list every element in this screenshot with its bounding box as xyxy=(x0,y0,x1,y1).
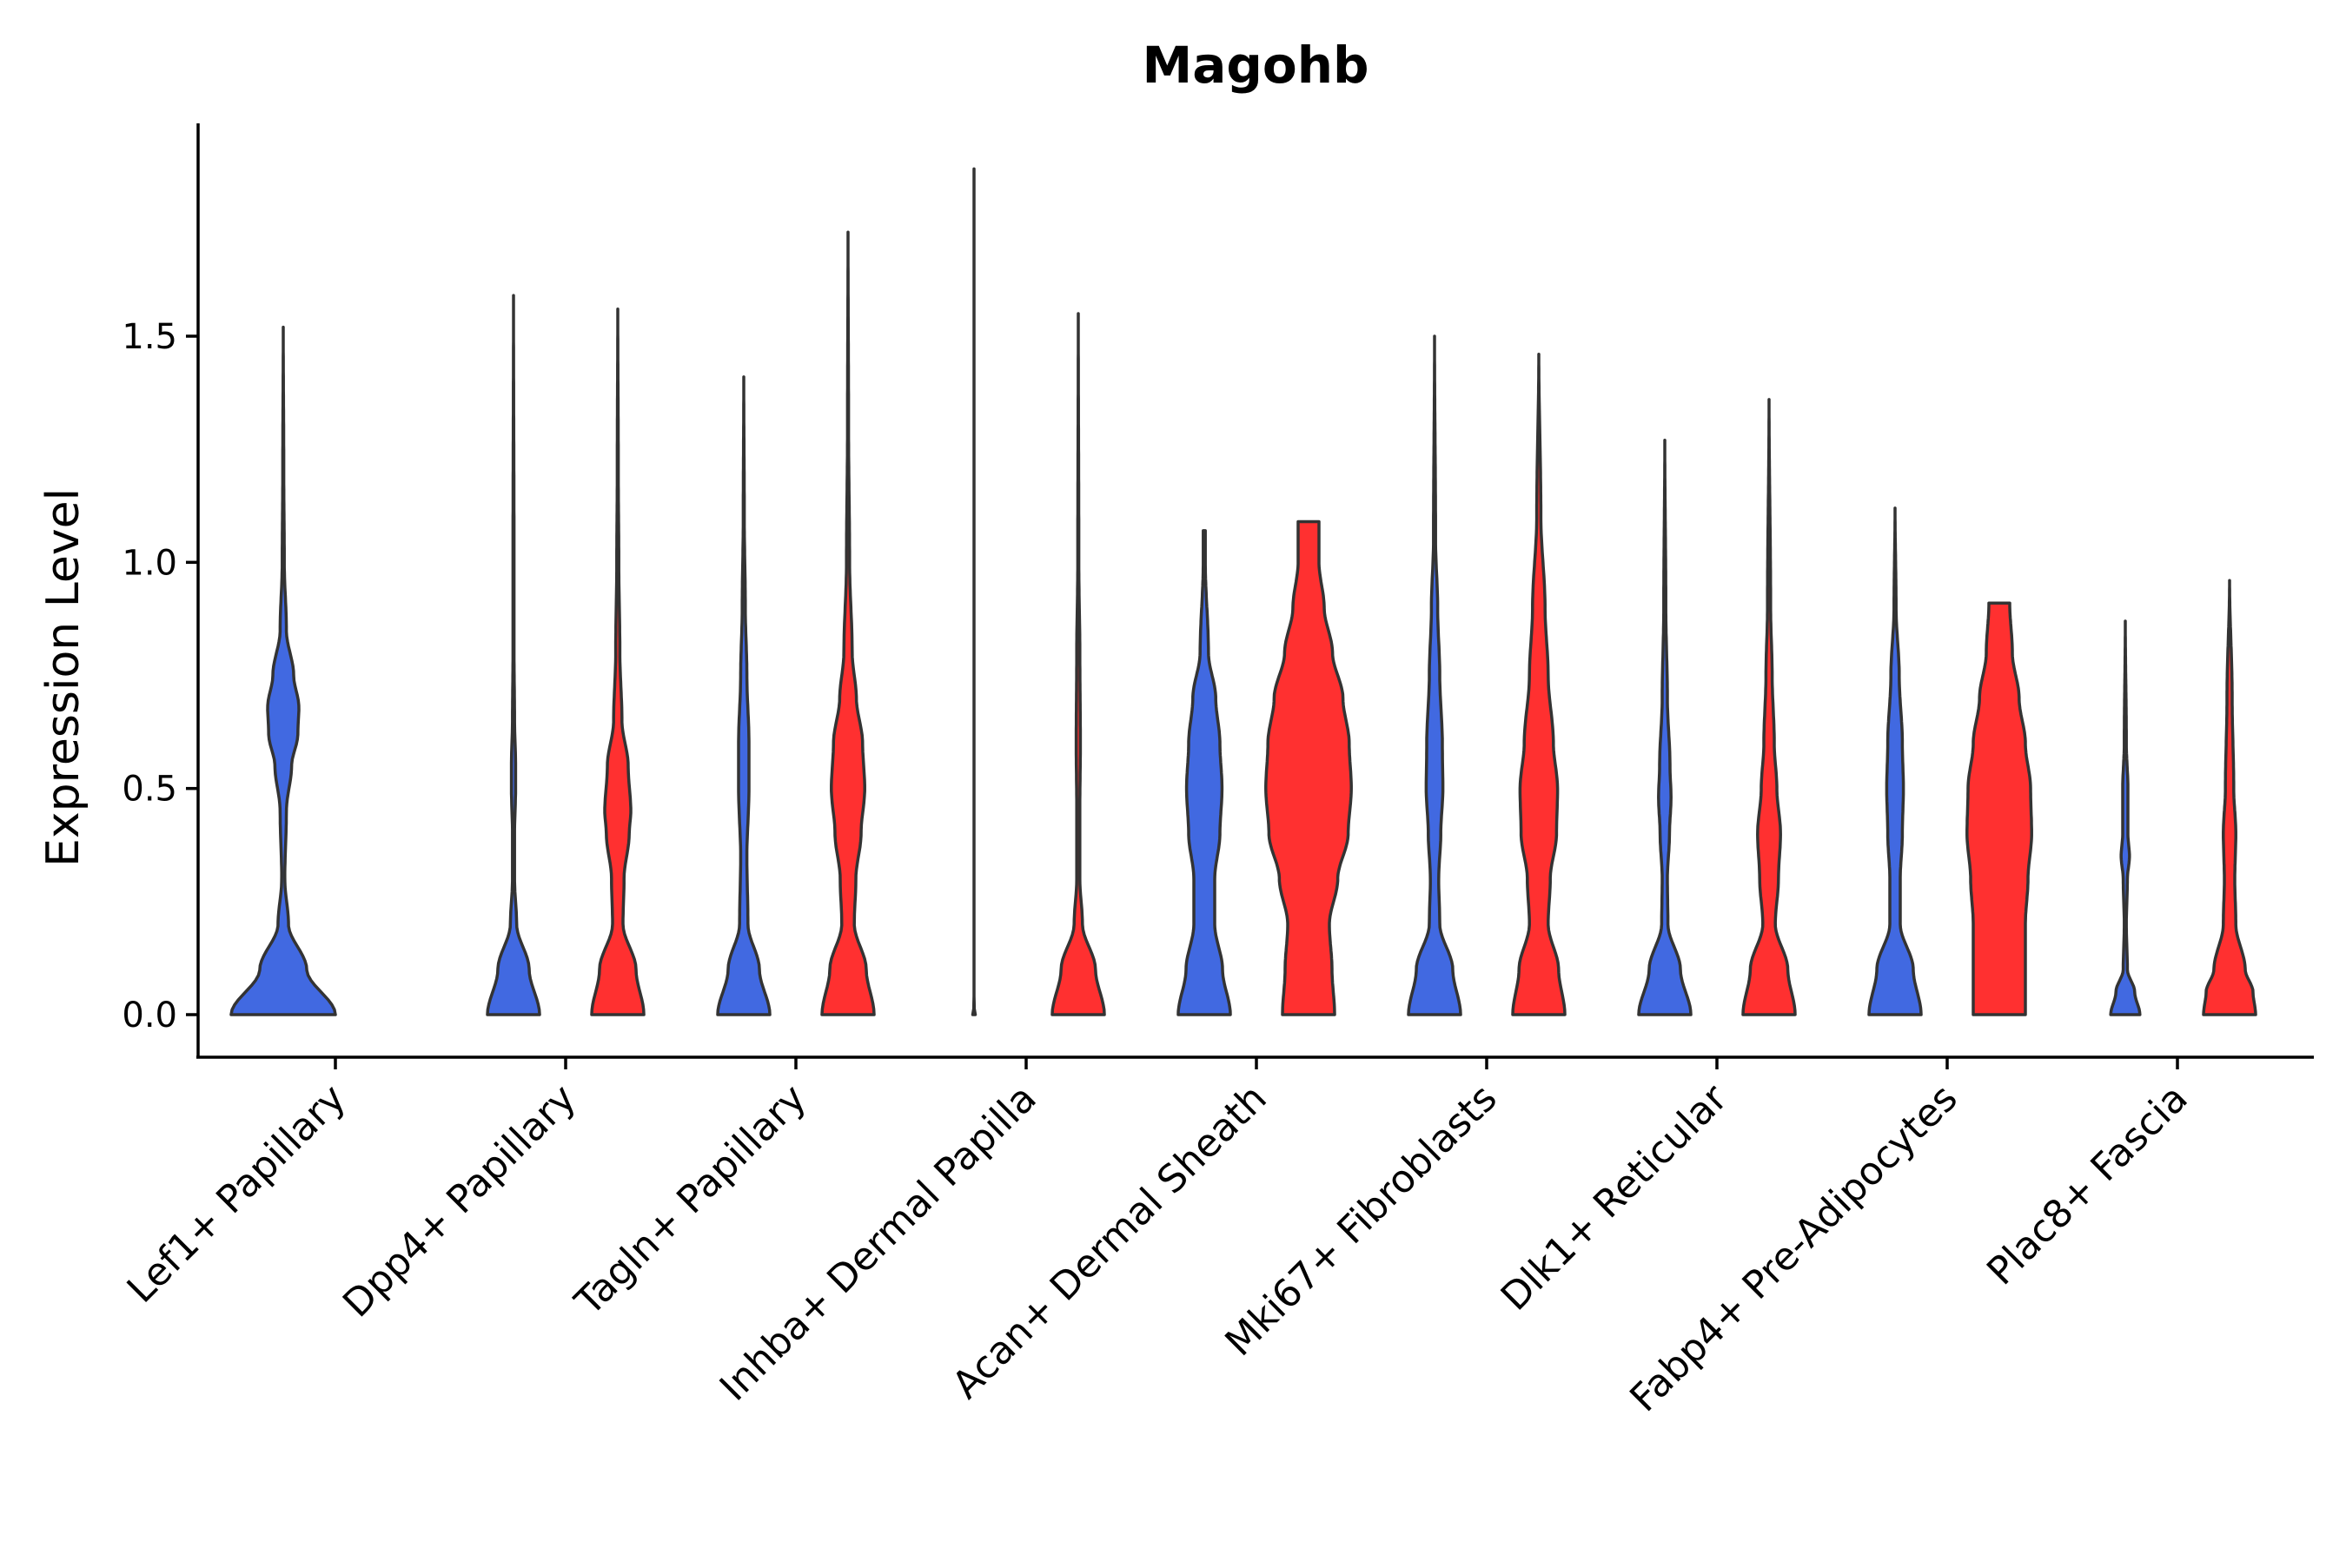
violin-group1-8 xyxy=(1867,506,1923,1016)
violin-group1-7 xyxy=(1637,439,1693,1016)
violin-group2-2 xyxy=(590,308,646,1016)
y-tick-label: 1.0 xyxy=(122,543,177,583)
chart-title: Magohb xyxy=(1142,36,1368,95)
y-axis-label: Expression Level xyxy=(37,488,89,867)
violin-group2-8 xyxy=(1965,601,2033,1016)
violin-group1-2 xyxy=(486,294,541,1016)
x-tick-label: Dlk1+ Reticular xyxy=(1493,1075,1737,1320)
y-tick-label: 0.0 xyxy=(122,996,177,1035)
violin-group1-6 xyxy=(1407,334,1462,1016)
violin-group2-3 xyxy=(820,230,876,1016)
violin-group2-9 xyxy=(2202,579,2257,1016)
violin-group2-7 xyxy=(1741,398,1797,1016)
y-tick-label: 0.5 xyxy=(122,770,177,810)
violin-group2-5 xyxy=(1264,519,1353,1016)
y-tick-label: 1.5 xyxy=(122,317,177,357)
violin-group2-4 xyxy=(1050,312,1106,1016)
violin-group1-1 xyxy=(229,325,337,1016)
violin-group1-4 xyxy=(971,167,978,1016)
x-tick-label: Tagln+ Papillary xyxy=(567,1076,815,1325)
violin-group1-3 xyxy=(716,375,772,1016)
violin-group1-5 xyxy=(1176,529,1232,1016)
x-tick-label: Lef1+ Papillary xyxy=(119,1076,355,1312)
violin-group2-6 xyxy=(1511,353,1567,1016)
y-axis-ticks: 0.0 0.5 1.0 1.5 xyxy=(122,317,198,1035)
violins-group xyxy=(229,167,2257,1016)
violin-group1-9 xyxy=(2109,619,2142,1016)
x-tick-label: Dpp4+ Papillary xyxy=(335,1076,585,1327)
x-tick-label: Plac8+ Fascia xyxy=(1978,1076,2197,1294)
